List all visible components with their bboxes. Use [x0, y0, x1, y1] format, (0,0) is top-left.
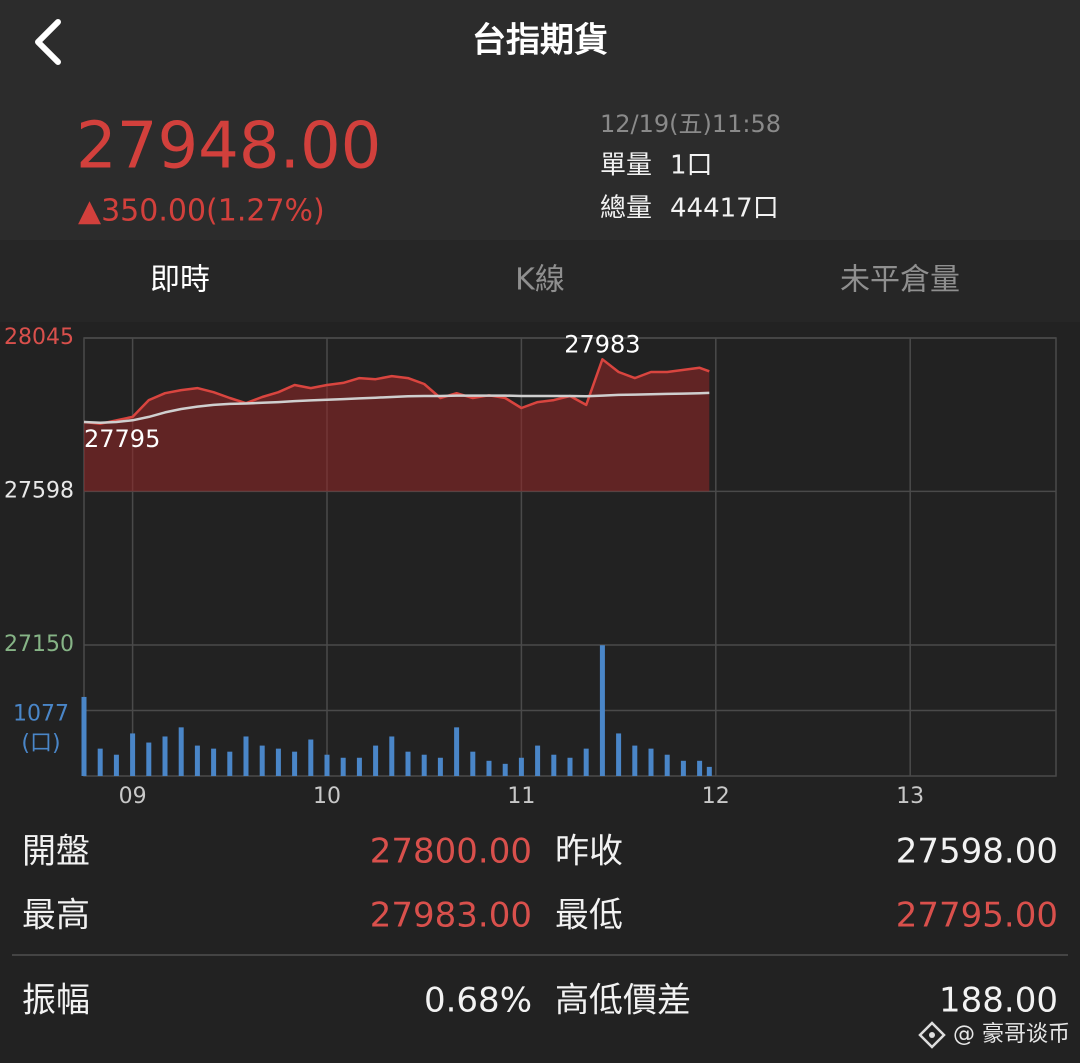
volume-bar: [211, 748, 217, 776]
volume-bar: [275, 748, 281, 776]
y-tick-label: 28045: [4, 325, 74, 350]
stat-label: 最低: [555, 896, 623, 936]
low-annotation: 27795: [84, 425, 160, 453]
volume-bar: [535, 745, 541, 776]
x-tick-label: 13: [896, 784, 924, 809]
stats-bg: [0, 822, 1080, 1063]
price-line: [83, 358, 710, 426]
volume-bar: [437, 757, 443, 776]
back-button[interactable]: [35, 19, 61, 65]
watermark-icon: [918, 1021, 946, 1049]
stat-label: 昨收: [555, 832, 623, 872]
tab-bar-bg: [0, 240, 1080, 322]
volume-bar: [502, 763, 508, 776]
price-area: [84, 359, 710, 492]
stat-value: 0.68%: [424, 981, 532, 1021]
tab[interactable]: 未平倉量: [840, 263, 960, 298]
volume-bar: [697, 760, 703, 776]
x-tick-label: 09: [119, 784, 147, 809]
average-line: [83, 391, 710, 424]
header-bg: [0, 0, 1080, 240]
stat-label: 高低價差: [555, 981, 691, 1021]
chart: 09 10 11 12 13 28045 27598 27150 1077 (口) 27983 277…: [4, 325, 1056, 809]
stat-value: 27795.00: [896, 896, 1058, 936]
volume-bar: [551, 754, 557, 776]
volume-bar: [470, 751, 476, 776]
volume-bar: [664, 754, 670, 776]
volume-bar: [680, 760, 686, 776]
volume-bar: [113, 754, 119, 776]
volume-bar: [178, 727, 184, 776]
price-change: ▲350.00(1.27%): [78, 194, 325, 229]
volume-bar: [518, 757, 524, 776]
stat-value: 27598.00: [896, 832, 1058, 872]
y-tick-label: 27598: [4, 478, 74, 503]
volume-bar: [454, 727, 460, 776]
single-volume: 1口: [670, 151, 713, 181]
volume-tick-label: 1077: [13, 702, 69, 727]
volume-bar: [567, 757, 573, 776]
volume-bar: [706, 766, 712, 776]
stat-label: 振幅: [22, 981, 90, 1021]
volume-bar: [324, 754, 330, 776]
volume-bar: [583, 748, 589, 776]
volume-bar: [308, 739, 314, 776]
total-volume-label: 總量: [600, 194, 652, 224]
x-tick-label: 10: [313, 784, 341, 809]
volume-unit: (口): [21, 731, 60, 756]
total-volume: 44417口: [670, 194, 779, 224]
volume-bar: [97, 748, 103, 776]
stat-value: 27983.00: [370, 896, 532, 936]
stat-label: 開盤: [22, 832, 90, 872]
volume-bar: [259, 745, 265, 776]
stat-value: 27800.00: [370, 832, 532, 872]
volume-bar: [632, 745, 638, 776]
volume-bar: [243, 736, 249, 776]
stat-value: 188.00: [939, 981, 1058, 1021]
y-tick-label: 27150: [4, 632, 74, 657]
high-annotation: 27983: [564, 330, 640, 358]
volume-bar: [616, 733, 622, 776]
volume-bar: [486, 760, 492, 776]
single-volume-label: 單量: [600, 151, 652, 181]
volume-bar: [162, 736, 168, 776]
tab[interactable]: K線: [515, 263, 565, 298]
volume-bar: [130, 733, 136, 776]
volume-bar: [194, 745, 200, 776]
volume-bar: [292, 751, 298, 776]
last-price: 27948.00: [76, 110, 381, 184]
volume-bar: [81, 696, 87, 776]
page-title: 台指期貨: [472, 21, 608, 61]
volume-bar: [356, 757, 362, 776]
volume-bar: [599, 645, 605, 776]
volume-bar: [389, 736, 395, 776]
stat-label: 最高: [22, 896, 90, 936]
volume-bar: [227, 751, 233, 776]
volume-bar: [648, 748, 654, 776]
quote-time: 12/19(五)11:58: [600, 110, 781, 138]
volume-bar: [373, 745, 379, 776]
watermark: @ 豪哥谈币: [953, 1022, 1070, 1047]
x-tick-label: 12: [702, 784, 730, 809]
volume-bar: [340, 757, 346, 776]
volume-bar: [405, 751, 411, 776]
tab[interactable]: 即時: [150, 263, 210, 298]
volume-bar: [421, 754, 427, 776]
volume-bar: [146, 742, 152, 776]
x-tick-label: 11: [507, 784, 535, 809]
